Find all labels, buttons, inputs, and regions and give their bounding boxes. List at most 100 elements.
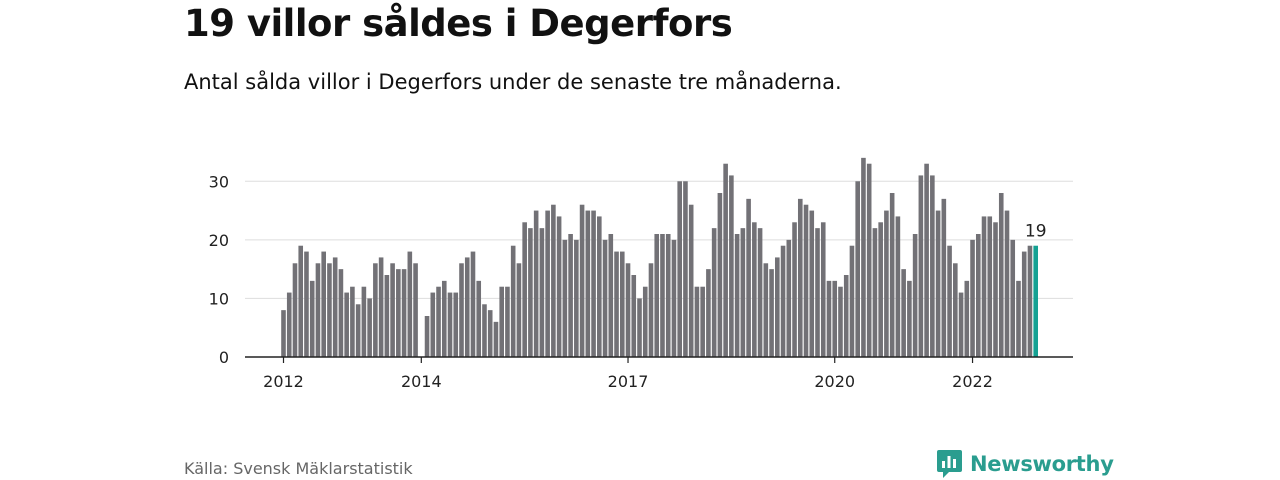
bar (568, 234, 573, 357)
brand-name: Newsworthy (970, 452, 1114, 476)
bar (292, 263, 298, 357)
bar (1010, 239, 1016, 357)
bar (355, 304, 361, 357)
bar (367, 298, 372, 357)
bar (717, 193, 723, 357)
newsworthy-logo: Newsworthy (937, 449, 1114, 479)
bar (470, 251, 476, 357)
bar (545, 210, 550, 357)
bar (654, 234, 660, 357)
bar (855, 181, 860, 357)
bar (683, 181, 688, 357)
bar (677, 181, 682, 357)
bar (700, 286, 705, 357)
bar (516, 263, 522, 357)
bar (941, 198, 947, 357)
bar (482, 304, 487, 357)
bar (556, 216, 562, 357)
bar (551, 204, 556, 357)
bar (1027, 245, 1033, 357)
bar (321, 251, 326, 357)
bar (631, 275, 637, 357)
bar (579, 204, 585, 357)
bar (907, 280, 912, 357)
bar (797, 198, 803, 357)
bar (378, 257, 384, 357)
bar (861, 157, 866, 357)
bar (775, 257, 780, 357)
bar (602, 239, 608, 357)
y-tick-label: 20 (209, 231, 229, 250)
bar (706, 269, 711, 357)
bar (889, 193, 895, 357)
bar (522, 222, 527, 357)
bar (407, 251, 413, 357)
bar (660, 234, 665, 357)
bar-chart: 0 10 20 30 19 2012 2014 2017 2020 2022 (209, 157, 1073, 391)
bar (740, 228, 746, 357)
bar (436, 286, 441, 357)
bar (281, 310, 286, 357)
bar (843, 275, 849, 357)
bar (528, 228, 533, 357)
highlight-value-label: 19 (1025, 222, 1047, 242)
bar (533, 210, 539, 357)
bar (769, 269, 774, 357)
bar (866, 163, 872, 357)
bar (585, 210, 591, 357)
bar (619, 251, 625, 357)
bar (930, 175, 935, 357)
bar (838, 286, 843, 357)
bar (1021, 251, 1027, 357)
bar (637, 298, 642, 357)
bar (895, 216, 901, 357)
bar (396, 269, 401, 357)
bar (390, 263, 395, 357)
bar (286, 292, 292, 357)
bar (832, 280, 838, 357)
bar (384, 275, 390, 357)
bar (970, 239, 975, 357)
bar (711, 228, 717, 357)
bar (464, 257, 470, 357)
y-tick-label: 0 (219, 348, 229, 367)
bar (344, 292, 349, 357)
bar (878, 222, 883, 357)
bar (401, 269, 407, 357)
bar (993, 222, 998, 357)
bar (924, 163, 929, 357)
bar (298, 245, 304, 357)
bar (510, 245, 516, 357)
bar (694, 286, 700, 357)
bar (820, 222, 826, 357)
bar (608, 234, 614, 357)
bar (453, 292, 459, 357)
bar (746, 198, 751, 357)
bar (539, 228, 545, 357)
bar (648, 263, 654, 357)
bar (430, 292, 436, 357)
bar (315, 263, 321, 357)
bar (441, 280, 447, 357)
y-tick-label: 30 (209, 172, 229, 191)
bar (459, 263, 464, 357)
bar (901, 269, 906, 357)
bar (591, 210, 596, 357)
bar (826, 280, 832, 357)
bar (665, 234, 671, 357)
bar (953, 263, 958, 357)
bar (499, 286, 504, 357)
bar (1004, 210, 1010, 357)
bar (476, 280, 482, 357)
bar (338, 269, 344, 357)
bar (574, 239, 579, 357)
x-tick-label: 2017 (608, 372, 649, 391)
bar (625, 263, 631, 357)
bar (614, 251, 619, 357)
bar (361, 286, 367, 357)
newsworthy-logo-icon (937, 450, 962, 478)
bar (413, 263, 418, 357)
bar (723, 163, 728, 357)
bar (734, 234, 740, 357)
bar (304, 251, 309, 357)
